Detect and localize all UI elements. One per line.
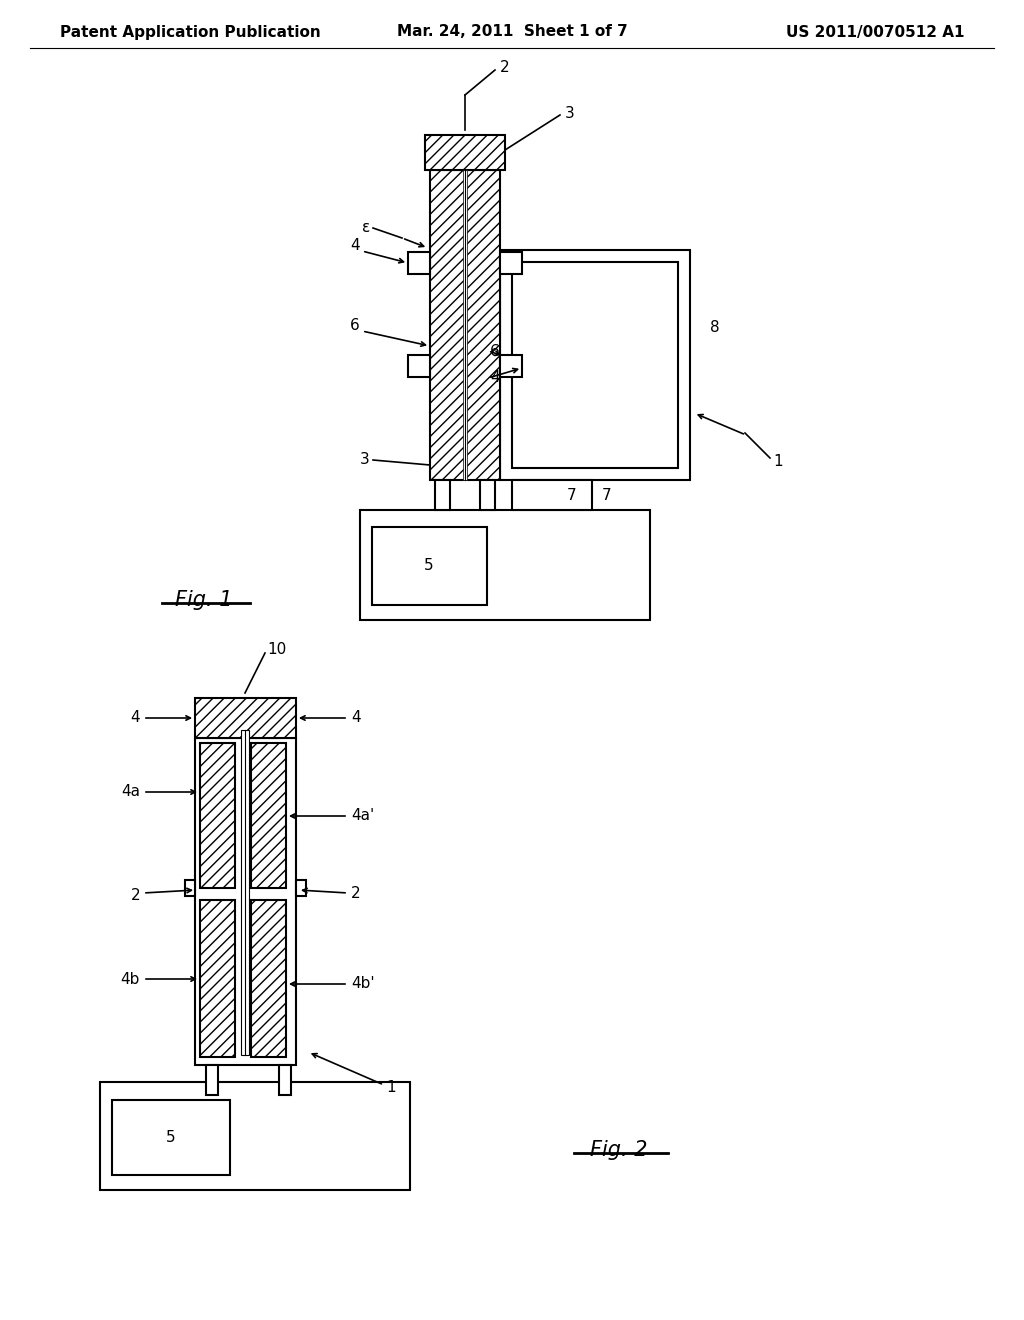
Text: 7: 7 [567,487,577,503]
Bar [430,170,500,480]
Text: 5: 5 [424,558,434,573]
Bar [500,355,522,378]
Text: 1: 1 [386,1080,395,1094]
Text: 3: 3 [360,453,370,467]
Text: ε: ε [361,220,370,235]
Text: 6: 6 [350,318,360,334]
Bar [185,880,195,896]
Bar [463,170,467,480]
Text: 4: 4 [490,371,500,385]
Text: Fig. 1: Fig. 1 [175,590,232,610]
Bar [241,730,249,1055]
Text: 2: 2 [500,59,510,74]
Text: 6: 6 [490,343,500,359]
Text: US 2011/0070512 A1: US 2011/0070512 A1 [785,25,964,40]
Bar [112,1100,230,1175]
Bar [480,480,495,510]
Bar [408,252,430,275]
Text: 4a': 4a' [351,808,374,824]
Bar [512,261,678,469]
Text: 4a: 4a [121,784,140,800]
Bar [435,480,450,510]
Bar [279,1065,291,1096]
Text: 4: 4 [350,238,360,252]
Text: 4b': 4b' [351,977,375,991]
Bar [425,135,505,170]
Text: 7: 7 [602,487,611,503]
Bar [200,900,234,1057]
Text: 5: 5 [166,1130,176,1146]
Text: 2: 2 [130,888,140,903]
Text: Patent Application Publication: Patent Application Publication [60,25,321,40]
Bar [296,880,306,896]
Text: 4: 4 [130,710,140,726]
Bar [251,743,286,888]
Bar [500,249,690,480]
Text: Mar. 24, 2011  Sheet 1 of 7: Mar. 24, 2011 Sheet 1 of 7 [396,25,628,40]
Text: 4: 4 [351,710,360,726]
Bar [372,527,487,605]
Bar [200,743,234,888]
Bar [512,480,592,510]
Bar [500,252,522,275]
Bar [360,510,650,620]
Bar [408,355,430,378]
Text: 2: 2 [351,886,360,900]
Bar [195,738,296,1065]
Text: Fig. 2: Fig. 2 [590,1140,647,1160]
Text: 3: 3 [565,106,574,120]
Text: 4b: 4b [121,972,140,986]
Text: 8: 8 [710,319,720,334]
Text: 10: 10 [267,643,287,657]
Bar [251,900,286,1057]
Bar [195,698,296,738]
Bar [206,1065,218,1096]
Text: 1: 1 [773,454,782,469]
Bar [100,1082,410,1191]
